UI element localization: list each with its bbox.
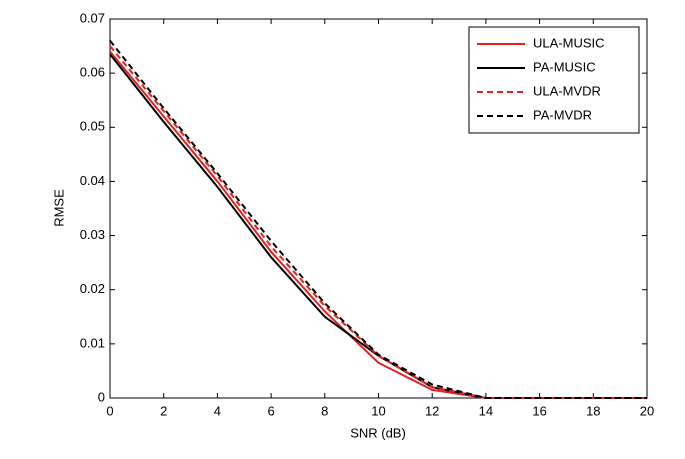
- y-tick-label: 0.07: [80, 10, 105, 25]
- x-tick-label: 12: [425, 403, 439, 418]
- x-tick-label: 14: [479, 403, 493, 418]
- legend-label: PA-MVDR: [533, 107, 592, 122]
- legend-label: ULA-MVDR: [533, 83, 601, 98]
- y-tick-label: 0.03: [80, 227, 105, 242]
- y-tick-label: 0.01: [80, 335, 105, 350]
- x-axis-label: SNR (dB): [350, 425, 406, 440]
- legend-label: ULA-MUSIC: [533, 35, 605, 50]
- x-tick-label: 2: [160, 403, 167, 418]
- y-tick-label: 0.02: [80, 281, 105, 296]
- y-tick-label: 0.06: [80, 65, 105, 80]
- y-tick-label: 0: [98, 389, 105, 404]
- line-series: [109, 40, 647, 399]
- x-tick-label: 8: [321, 403, 328, 418]
- x-tick-label: 16: [532, 403, 546, 418]
- x-tick-label: 20: [640, 403, 654, 418]
- x-tick-label: 0: [106, 403, 113, 418]
- x-tick-label: 6: [267, 403, 274, 418]
- y-tick-label: 0.05: [80, 119, 105, 134]
- legend-label: PA-MUSIC: [533, 59, 596, 74]
- y-axis-label: RMSE: [51, 189, 66, 227]
- x-tick-label: 10: [371, 403, 385, 418]
- x-tick-label: 4: [214, 403, 221, 418]
- y-tick-label: 0.04: [80, 173, 105, 188]
- x-tick-label: 18: [586, 403, 600, 418]
